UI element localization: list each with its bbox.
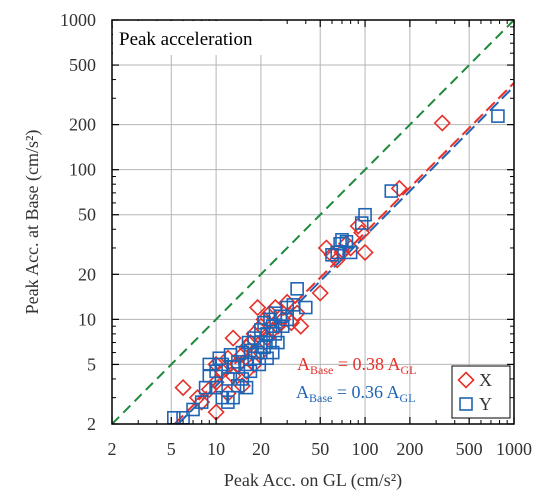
data-point-x: [349, 217, 367, 235]
x-tick-label: 10: [207, 439, 225, 459]
data-point-x: [353, 223, 371, 242]
data-points: [167, 109, 505, 425]
data-point-y: [290, 282, 304, 296]
data-point-y: [221, 395, 235, 409]
data-point-x: [269, 317, 287, 335]
legend-marker-y: [459, 397, 473, 411]
fit-equation-x: ABase = 0.38 AGL: [297, 354, 417, 377]
title-box: Peak acceleration: [113, 21, 283, 55]
data-point-y: [235, 372, 250, 386]
x-tick-label: 20: [252, 439, 270, 459]
data-point-y: [298, 300, 313, 315]
data-point-y: [243, 364, 258, 379]
data-point-x: [193, 393, 211, 411]
plot-frame: [111, 19, 515, 425]
data-point-y: [231, 378, 245, 393]
data-point-y: [231, 355, 245, 369]
data-point-y: [384, 184, 399, 198]
data-point-y: [491, 109, 505, 123]
data-point-x: [248, 298, 267, 317]
x-tick-label: 2: [108, 439, 117, 459]
y-tick-label: 2: [87, 414, 96, 434]
y-tick-label: 100: [69, 160, 96, 180]
x-tick-label: 100: [352, 439, 379, 459]
y-tick-label: 500: [69, 55, 96, 75]
data-point-x: [245, 355, 263, 374]
legend-marker-x: [457, 371, 475, 389]
data-point-y: [265, 319, 280, 334]
data-point-y: [186, 402, 200, 417]
data-point-y: [339, 234, 354, 249]
data-point-y: [325, 248, 339, 262]
data-point-y: [275, 319, 290, 334]
x-axis-label: Peak Acc. on GL (cm/s²): [224, 470, 402, 491]
x-tick-label: 50: [311, 439, 329, 459]
data-point-y: [343, 245, 358, 260]
x-tick-label: 200: [396, 439, 423, 459]
data-point-y: [358, 207, 372, 222]
y-tick-label: 200: [69, 115, 96, 135]
fit-equations: ABase = 0.38 AGL ABase = 0.36 AGL: [296, 354, 417, 405]
data-point-x: [356, 243, 374, 262]
data-point-x: [274, 310, 292, 329]
data-point-x: [311, 284, 329, 302]
y-tick-label: 5: [87, 354, 96, 374]
x-tick-label: 1000: [496, 439, 532, 459]
data-point-y: [335, 233, 349, 247]
fit-equation-y: ABase = 0.36 AGL: [296, 382, 416, 405]
y-tick-label: 10: [78, 309, 96, 329]
data-point-y: [354, 216, 369, 230]
y-tick-label: 1000: [60, 10, 96, 30]
data-point-x: [433, 114, 451, 132]
y-tick-label: 50: [78, 205, 96, 225]
data-point-y: [167, 411, 181, 425]
x-tick-label: 5: [167, 439, 176, 459]
y-tick-label: 20: [78, 264, 96, 284]
data-point-y: [202, 368, 217, 383]
data-point-y: [265, 345, 280, 360]
legend-label-x: X: [479, 370, 492, 390]
legend: XY: [451, 365, 511, 419]
data-point-x: [224, 329, 242, 347]
y-axis-label: Peak Acc. at Base (cm/s²): [22, 130, 43, 315]
data-point-y: [194, 395, 209, 409]
data-point-y: [215, 357, 230, 372]
data-point-x: [292, 317, 310, 335]
data-point-y: [268, 327, 283, 341]
data-point-x: [390, 179, 409, 198]
x-tick-label: 500: [456, 439, 483, 459]
data-point-y: [239, 380, 254, 395]
axis-tick-labels: 2 5 10 20 50 100 200 500 1000 2 5 10 20 50 100 200 500 10…: [60, 10, 532, 459]
data-point-y: [271, 335, 285, 350]
data-point-y: [247, 331, 261, 345]
data-point-y: [273, 309, 288, 324]
chart-title: Peak acceleration: [119, 29, 253, 50]
data-point-x: [174, 378, 192, 397]
data-point-x: [328, 251, 346, 269]
legend-label-y: Y: [479, 394, 492, 414]
